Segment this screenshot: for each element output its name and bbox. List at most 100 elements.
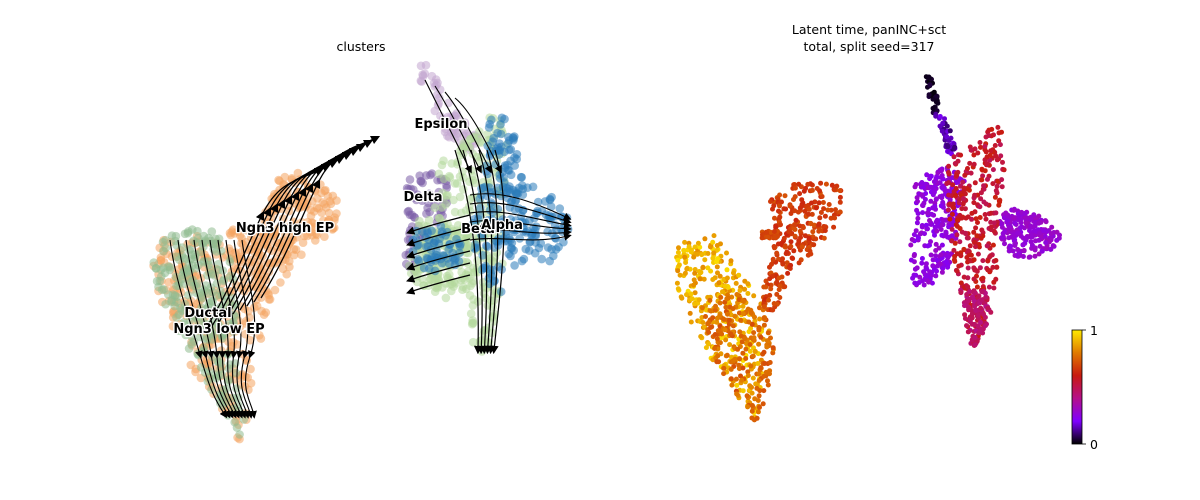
velocity-streamline	[241, 239, 257, 419]
velocity-streamline	[444, 91, 492, 174]
latent-time-point	[910, 275, 916, 281]
cluster-point	[497, 113, 507, 123]
latent-time-point	[946, 224, 952, 230]
clusters-points	[149, 60, 573, 444]
latent-time-point	[686, 244, 692, 250]
latent-time-point	[775, 196, 781, 202]
latent-time-point	[971, 257, 977, 263]
velocity-streamline	[454, 97, 502, 174]
latent-time-point	[721, 365, 727, 371]
velocity-streamline	[454, 149, 483, 355]
latent-time-point	[1017, 225, 1023, 231]
cluster-point	[549, 251, 558, 261]
latent-time-point	[940, 265, 946, 271]
latent-time-point	[761, 373, 767, 379]
latent-time-point	[712, 307, 718, 313]
latent-time-point	[940, 120, 946, 126]
cluster-point	[512, 225, 521, 235]
latent-time-point	[961, 188, 967, 194]
latent-time-point	[946, 170, 951, 175]
latent-time-point	[943, 229, 949, 235]
latent-time-point	[978, 190, 984, 196]
colorbar-gradient	[1071, 329, 1083, 445]
cluster-point	[421, 60, 431, 70]
cluster-point	[493, 128, 502, 138]
latent-time-point	[919, 224, 925, 230]
latent-time-point	[1043, 240, 1049, 246]
cluster-point	[414, 256, 424, 266]
latent-time-point	[809, 200, 814, 206]
latent-time-point	[921, 282, 927, 288]
latent-time-point	[689, 296, 695, 302]
latent-time-point	[822, 213, 828, 219]
latent-time-point	[971, 229, 977, 235]
cluster-point	[487, 115, 496, 125]
cluster-point	[496, 287, 506, 297]
latent-time-point	[927, 82, 933, 88]
latent-time-point	[725, 311, 730, 317]
latent-time-point	[740, 298, 746, 304]
latent-time-point	[986, 284, 992, 290]
cluster-point	[312, 230, 322, 240]
latent-time-point	[928, 173, 934, 179]
latent-time-point	[757, 316, 763, 322]
latent-time-point	[971, 200, 977, 206]
latent-time-point	[967, 243, 973, 249]
latent-time-point	[716, 280, 722, 286]
cluster-point	[515, 234, 524, 243]
latent-time-point	[1001, 167, 1007, 173]
latent-time-point	[983, 216, 989, 222]
cluster-point	[483, 242, 492, 251]
latent-time-point	[965, 284, 971, 290]
cluster-point	[458, 282, 468, 292]
cluster-point	[531, 231, 540, 240]
latent-time-point	[993, 258, 999, 263]
latent-time-point	[991, 279, 997, 285]
latent-time-point	[919, 260, 925, 266]
latent-time-point	[1057, 232, 1062, 238]
latent-time-point	[677, 272, 683, 278]
latent-time-point	[924, 273, 930, 279]
latent-time-point	[742, 336, 748, 342]
latent-time-point	[1027, 228, 1032, 234]
latent-time-point	[751, 330, 757, 336]
latent-time-point	[930, 263, 936, 269]
latent-time-point	[733, 280, 739, 286]
latent-time-point	[1006, 248, 1012, 254]
latent-time-point	[758, 365, 764, 371]
velocity-streamlines	[169, 79, 572, 419]
latent-time-point	[793, 217, 799, 223]
latent-time-point	[784, 249, 790, 255]
latent-time-point	[762, 361, 768, 366]
velocity-streamline	[406, 250, 471, 271]
latent-time-point	[771, 244, 777, 249]
cluster-point	[436, 221, 446, 231]
latent-time-point	[925, 226, 930, 232]
latent-time-point	[782, 193, 788, 199]
latent-time-point	[768, 199, 773, 204]
velocity-streamline	[469, 193, 572, 220]
cluster-point	[151, 264, 161, 273]
latent-time-point	[1011, 207, 1017, 213]
latent-time-point	[914, 220, 920, 226]
cluster-point	[482, 337, 491, 347]
latent-time-point	[972, 321, 978, 327]
cluster-point	[484, 123, 494, 132]
latent-time-point	[715, 270, 720, 276]
cluster-point	[434, 169, 444, 179]
latent-time-point	[799, 197, 805, 203]
latent-time-point	[913, 272, 919, 278]
latent-time-point	[933, 113, 939, 119]
cluster-point	[467, 319, 477, 329]
latent-time-point	[1041, 228, 1047, 234]
latent-time-point	[977, 265, 983, 271]
latent-time-point	[781, 235, 787, 241]
latent-time-point	[909, 237, 915, 242]
latent-time-point	[1012, 237, 1018, 243]
latent-time-point	[795, 209, 801, 215]
cluster-point	[412, 195, 421, 205]
latent-time-point	[806, 211, 812, 217]
latent-time-point	[800, 225, 806, 231]
cluster-point	[302, 225, 312, 234]
latent-time-point	[980, 258, 986, 264]
